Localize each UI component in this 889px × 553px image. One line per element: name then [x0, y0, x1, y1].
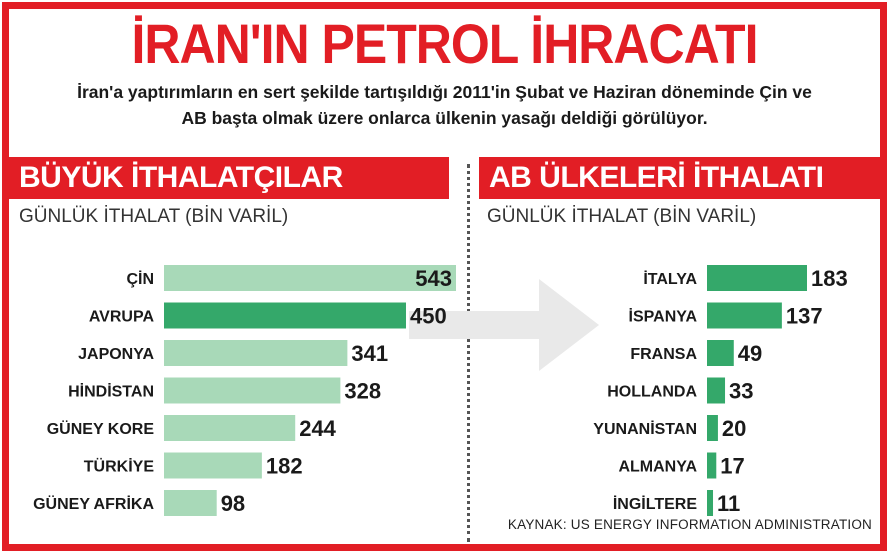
- right-chart-bar: [707, 415, 718, 441]
- left-chart-category-label: GÜNEY AFRİKA: [33, 494, 154, 513]
- right-unit-label: GÜNLÜK İTHALAT (BİN VARİL): [487, 206, 757, 227]
- left-chart-bar: [164, 452, 262, 479]
- left-chart-value-label: 182: [266, 454, 303, 479]
- right-chart-value-label: 11: [717, 491, 740, 516]
- left-chart-category-label: JAPONYA: [78, 346, 154, 363]
- left-chart-value-label: 341: [351, 341, 388, 366]
- main-title: İRAN'IN PETROL İHRACATI: [131, 12, 759, 76]
- right-chart-bar: [707, 490, 714, 516]
- right-chart-value-label: 33: [729, 379, 753, 404]
- right-chart-category-label: HOLLANDA: [607, 384, 697, 401]
- right-chart-value-label: 137: [786, 304, 823, 329]
- subtitle: İran'a yaptırımların en sert şekilde tar…: [9, 79, 880, 131]
- right-chart-title: AB ÜLKELERİ İTHALATI: [479, 157, 880, 199]
- right-chart-bar: [707, 265, 807, 291]
- left-chart-value-label: 244: [299, 416, 336, 441]
- right-chart-category-label: ALMANYA: [618, 459, 697, 476]
- arrow-icon: [409, 279, 599, 371]
- right-chart-category-label: İTALYA: [643, 270, 697, 288]
- right-chart-bar: [707, 377, 726, 404]
- left-chart-bar: [164, 340, 348, 366]
- right-chart-bar: [707, 302, 782, 329]
- left-chart-bar: [164, 490, 217, 516]
- source-note: KAYNAK: US ENERGY INFORMATION ADMINISTRA…: [507, 517, 872, 532]
- right-chart-category-label: İSPANYA: [629, 308, 698, 326]
- right-chart-value-label: 49: [738, 341, 762, 366]
- left-chart-bar: [164, 265, 456, 291]
- left-chart-value-label: 328: [344, 379, 381, 404]
- right-chart-bar: [707, 452, 717, 479]
- left-chart-title: BÜYÜK İTHALATÇILAR: [9, 157, 449, 199]
- left-chart-category-label: TÜRKİYE: [84, 457, 155, 476]
- column-divider: [467, 164, 470, 542]
- right-chart-category-label: İNGİLTERE: [613, 495, 697, 513]
- bar-charts: ÇİN 543 AVRUPA 450 JAPONYA 341 HİNDİSTAN 328 GÜN…: [33, 265, 848, 516]
- right-chart-category-label: FRANSA: [630, 346, 697, 363]
- right-chart-value-label: 20: [722, 416, 746, 441]
- right-chart-category-label: YUNANİSTAN: [593, 420, 697, 438]
- left-unit-label: GÜNLÜK İTHALAT (BİN VARİL): [19, 206, 289, 227]
- left-chart-value-label: 450: [410, 304, 447, 329]
- left-chart-category-label: AVRUPA: [89, 309, 155, 326]
- subtitle-line-1: İran'a yaptırımların en sert şekilde tar…: [77, 82, 812, 102]
- right-chart-value-label: 183: [811, 266, 848, 291]
- left-chart-value-label: 98: [221, 491, 245, 516]
- right-chart-bar: [707, 340, 734, 366]
- left-chart-bar: [164, 415, 296, 441]
- left-chart-category-label: ÇİN: [126, 270, 154, 288]
- left-chart-bar: [164, 302, 406, 329]
- left-chart-category-label: HİNDİSTAN: [68, 383, 154, 401]
- subtitle-line-2: AB başta olmak üzere onlarca ülkenin yas…: [181, 108, 708, 128]
- right-chart-value-label: 17: [720, 454, 744, 479]
- left-chart-value-label: 543: [415, 266, 452, 291]
- left-chart-category-label: GÜNEY KORE: [47, 419, 155, 438]
- left-chart-bar: [164, 377, 341, 404]
